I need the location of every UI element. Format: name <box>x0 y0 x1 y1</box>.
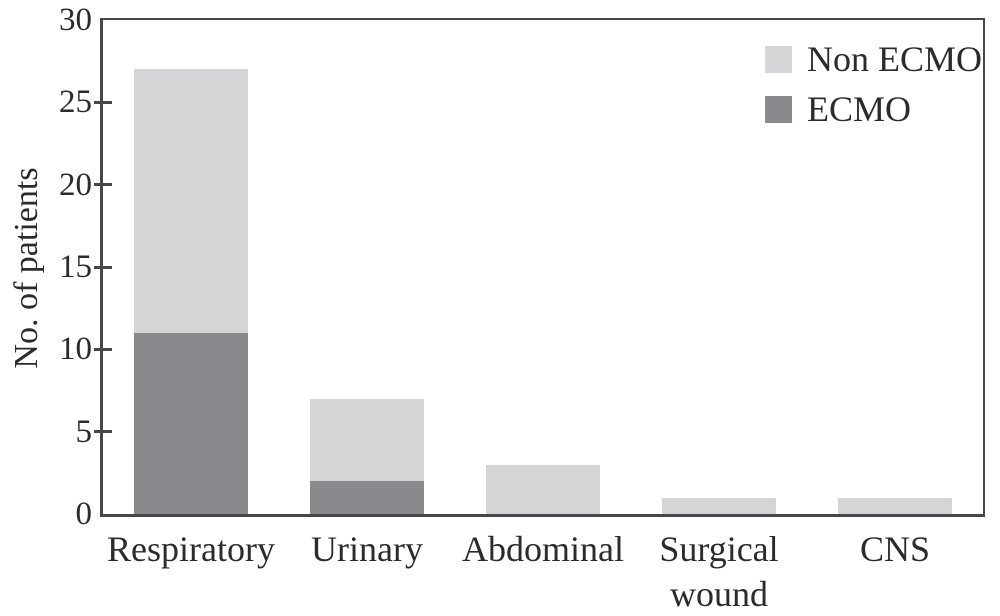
bar-cns <box>838 497 952 514</box>
y-tick-label-5: 5 <box>75 413 93 450</box>
y-tick-label-20: 20 <box>59 166 92 203</box>
bar-urinary <box>310 398 424 514</box>
y-axis-tick-25 <box>94 100 112 104</box>
y-tick-label-15: 15 <box>59 249 92 285</box>
bar-segment-non-ecmo-respiratory <box>134 69 248 333</box>
y-tick-label-10: 10 <box>59 331 92 368</box>
y-tick-label-0: 0 <box>75 496 93 532</box>
bar-segment-non-ecmo-surgical-wound <box>662 497 776 514</box>
x-label-respiratory: Respiratory <box>107 529 275 569</box>
legend-swatch-non-ecmo <box>765 45 792 73</box>
legend: Non ECMO ECMO <box>765 41 982 141</box>
legend-item-ecmo: ECMO <box>765 91 982 127</box>
legend-label-non-ecmo: Non ECMO <box>807 39 983 79</box>
bar-segment-ecmo-respiratory <box>134 332 248 514</box>
y-tick-label-30: 30 <box>59 2 92 38</box>
x-label-cns: CNS <box>859 529 931 569</box>
bar-segment-non-ecmo-cns <box>838 497 952 514</box>
bar-respiratory <box>134 69 248 514</box>
plot-area: Non ECMO ECMO <box>94 18 985 517</box>
legend-swatch-ecmo <box>765 95 792 123</box>
y-axis-tick-20 <box>94 183 112 187</box>
y-tick-label-25: 25 <box>59 84 92 121</box>
x-label-urinary: Urinary <box>311 529 423 569</box>
x-label-abdominal: Abdominal <box>462 529 624 569</box>
legend-item-non-ecmo: Non ECMO <box>765 41 982 77</box>
bar-segment-ecmo-urinary <box>310 481 424 514</box>
bar-segment-non-ecmo-urinary <box>310 398 424 482</box>
legend-label-ecmo: ECMO <box>807 89 912 129</box>
bar-abdominal <box>486 464 600 514</box>
bar-segment-non-ecmo-abdominal <box>486 464 600 514</box>
y-axis-tick-10 <box>94 347 112 351</box>
x-label-surgical-wound: Surgical wound <box>659 529 779 614</box>
y-axis-tick-5 <box>94 430 112 434</box>
y-axis-tick-15 <box>94 265 112 269</box>
bar-surgical-wound <box>662 497 776 514</box>
